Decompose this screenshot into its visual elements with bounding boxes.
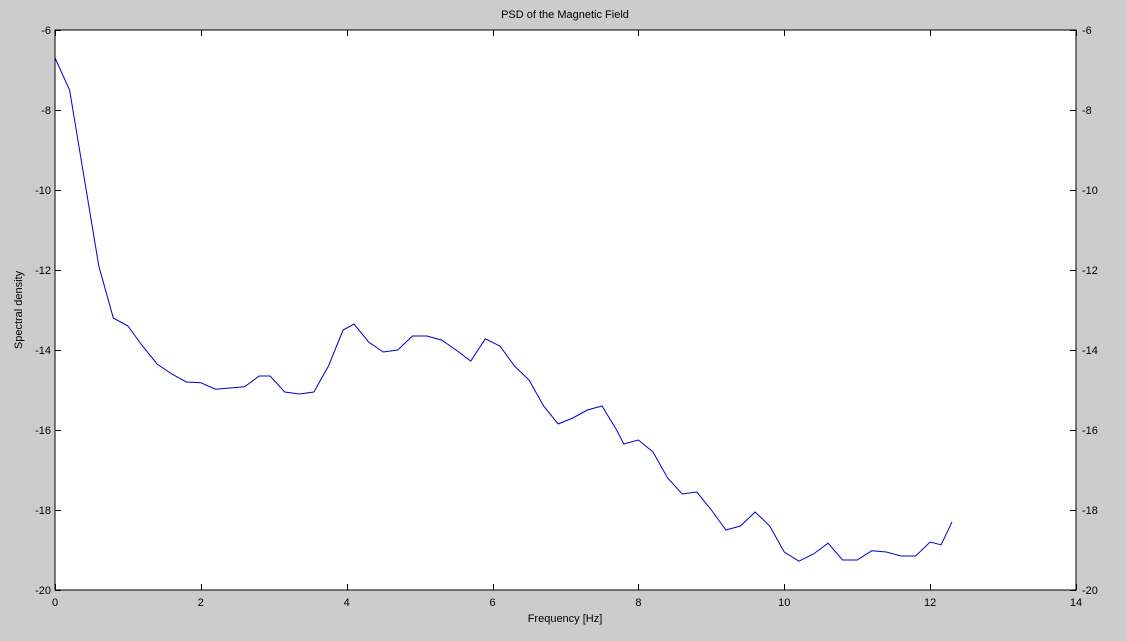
x-tick-label: 10 — [778, 597, 790, 609]
y-tick-label-right: -14 — [1082, 345, 1098, 357]
x-tick-label: 6 — [490, 597, 496, 609]
y-tick-label-right: -16 — [1082, 425, 1098, 437]
y-tick-label-right: -8 — [1082, 105, 1092, 117]
x-tick-label: 2 — [198, 597, 204, 609]
y-tick-label-right: -10 — [1082, 185, 1098, 197]
plot-frame — [54, 29, 1077, 591]
y-tick-label: -14 — [35, 345, 51, 357]
y-tick-label: -12 — [35, 265, 51, 277]
y-axis-label: Spectral density — [13, 270, 25, 349]
x-tick-label: 12 — [924, 597, 936, 609]
y-tick-label: -8 — [41, 105, 51, 117]
x-tick-label: 4 — [344, 597, 350, 609]
psd-series-line — [54, 57, 953, 562]
y-tick-label-right: -20 — [1082, 585, 1098, 597]
x-tick-label: 0 — [52, 597, 58, 609]
y-tick-label: -20 — [35, 585, 51, 597]
y-tick-label: -18 — [35, 505, 51, 517]
x-axis-label: Frequency [Hz] — [528, 613, 603, 625]
y-tick-label-right: -6 — [1082, 25, 1092, 37]
y-tick-label: -10 — [35, 185, 51, 197]
x-tick-label: 8 — [635, 597, 641, 609]
y-tick-label: -16 — [35, 425, 51, 437]
chart-title: PSD of the Magnetic Field — [501, 9, 629, 21]
x-tick-label: 14 — [1070, 597, 1082, 609]
y-tick-label-right: -12 — [1082, 265, 1098, 277]
plot-area — [55, 30, 1076, 590]
y-tick-label-right: -18 — [1082, 505, 1098, 517]
y-tick-label: -6 — [41, 25, 51, 37]
